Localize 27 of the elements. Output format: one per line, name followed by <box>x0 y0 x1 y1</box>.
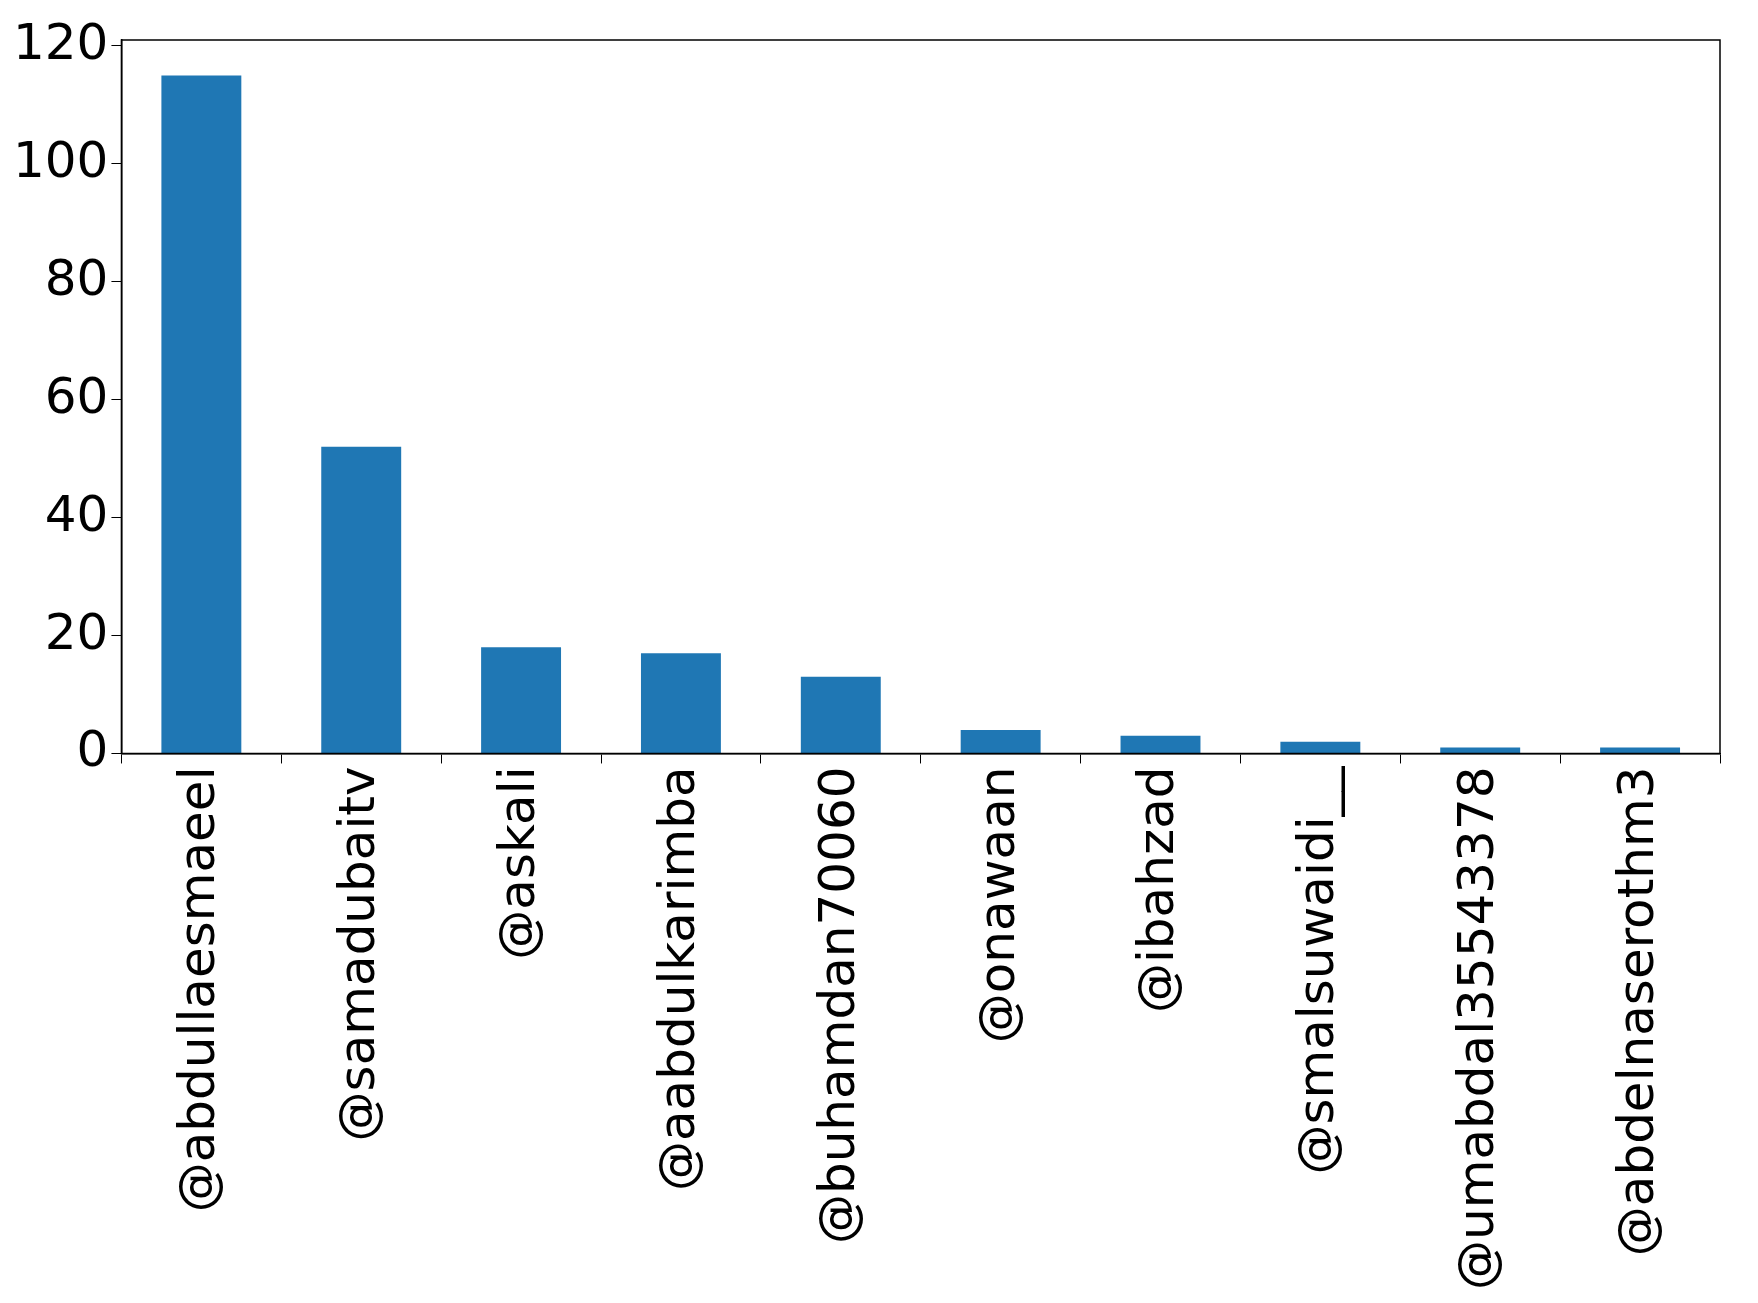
bar <box>321 446 402 753</box>
y-tick-label: 0 <box>76 720 109 779</box>
bar <box>640 653 721 753</box>
y-tick-label: 100 <box>13 130 109 189</box>
x-tick-label: @abdelnaserothm3 <box>1607 766 1666 1257</box>
x-tick-label: @onawaan <box>967 766 1026 1044</box>
bar <box>1280 741 1361 753</box>
bar <box>1440 747 1521 753</box>
x-tick-label: @askali <box>488 766 547 960</box>
y-tick-label: 60 <box>44 366 109 425</box>
x-tick-label: @abdullaesmaeel <box>168 766 227 1213</box>
bar <box>960 729 1041 753</box>
bar <box>481 647 562 753</box>
y-tick-label: 20 <box>44 602 109 661</box>
x-tick-label: @samadubaitv <box>328 766 387 1142</box>
y-tick-label: 120 <box>13 12 109 71</box>
x-tick-label: @umabdal35543378 <box>1447 766 1506 1291</box>
y-tick-label: 40 <box>44 484 109 543</box>
bar <box>1120 735 1201 753</box>
bar <box>800 676 881 753</box>
x-tick-label: @smalsuwaidi__ <box>1287 765 1346 1175</box>
x-tick-label: @aabdulkarimba <box>647 766 706 1192</box>
bar <box>1600 747 1681 753</box>
x-tick-label: @buhamdan70060 <box>807 766 866 1245</box>
bar <box>161 75 242 753</box>
y-tick-label: 80 <box>44 248 109 307</box>
x-tick-label: @ibahzad <box>1127 766 1186 1014</box>
